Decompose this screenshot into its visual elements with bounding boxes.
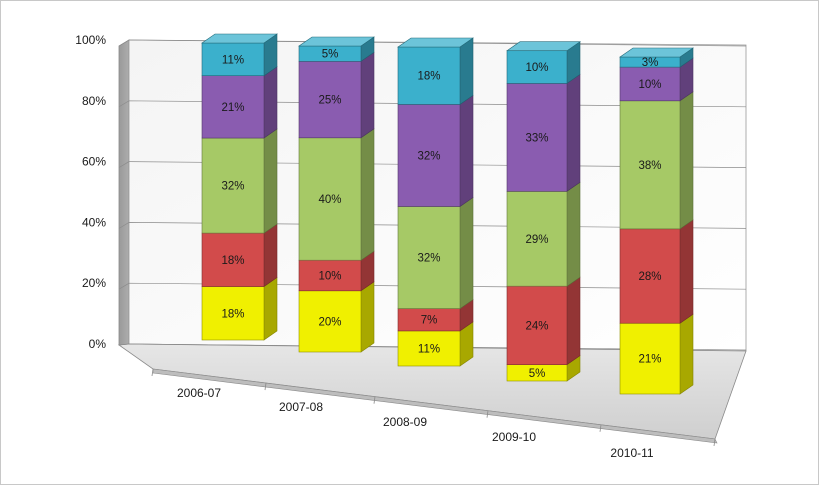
bar-segment: 20% <box>298 281 375 353</box>
bar-segment: 18% <box>201 223 278 288</box>
bar-value-label: 21% <box>221 102 244 114</box>
y-tick-label: 0% <box>89 337 107 351</box>
bar-segment: 18% <box>397 37 474 105</box>
bar-value-label: 20% <box>318 316 341 328</box>
bar-segment: 25% <box>298 51 375 139</box>
x-tick-mark <box>151 368 154 377</box>
bar-stack: 5% 24% 29% 33% 10% <box>506 41 581 382</box>
bar-segment: 29% <box>506 181 581 287</box>
bar-segment: 38% <box>619 91 694 230</box>
bar-value-label: 24% <box>525 320 548 332</box>
y-tick-label: 80% <box>82 94 106 108</box>
bar-segment: 10% <box>619 57 694 102</box>
bar-segment: 21% <box>201 66 278 139</box>
x-tick-mark <box>373 396 376 404</box>
bar-value-label: 18% <box>221 308 244 320</box>
bar-value-label: 33% <box>525 132 548 144</box>
bar-value-label: 7% <box>421 315 438 327</box>
bar-stack: 20% 10% 40% 25% 5% <box>298 36 375 353</box>
bar-segment: 28% <box>619 219 694 324</box>
bar-value-label: 32% <box>221 181 244 193</box>
x-tick-mark <box>486 410 489 418</box>
bar-segment: 32% <box>397 196 474 310</box>
x-tick-label: 2007-08 <box>279 400 323 414</box>
bar-segment: 7% <box>397 299 474 332</box>
bar-value-label: 21% <box>638 354 661 366</box>
bar-segment: 11% <box>397 321 474 367</box>
bar-value-label: 10% <box>318 271 341 283</box>
x-tick-mark <box>713 438 716 447</box>
bar-value-label: 28% <box>638 271 661 283</box>
bar-stack: 11% 7% 32% 32% 18% <box>397 37 474 367</box>
y-axis-ticks: 0% 20% 40% 60% 80% 100% <box>75 33 106 351</box>
bar-value-label: 5% <box>322 49 339 61</box>
bar-value-label: 3% <box>642 57 659 69</box>
x-tick-label: 2008-09 <box>383 415 427 429</box>
bar-segment: 5% <box>506 355 581 382</box>
bar-segment: 3% <box>619 47 694 69</box>
bar-segment: 10% <box>298 250 375 292</box>
bar-segment: 10% <box>506 41 581 84</box>
bar-segment: 21% <box>619 313 694 395</box>
bar-segment: 40% <box>298 128 375 261</box>
bar-value-label: 10% <box>638 79 661 91</box>
bar-value-label: 11% <box>222 54 244 66</box>
bar-segment: 32% <box>397 94 474 208</box>
bar-segment: 18% <box>201 276 278 341</box>
bar-value-label: 29% <box>525 234 548 246</box>
bar-segment: 32% <box>201 128 278 234</box>
bar-stack: 21% 28% 38% 10% 3% <box>619 47 694 395</box>
x-tick-mark <box>599 424 602 432</box>
x-tick-label: 2006-07 <box>177 386 221 400</box>
y-tick-label: 20% <box>82 276 106 290</box>
bar-value-label: 32% <box>417 150 440 162</box>
bar-segment: 5% <box>298 36 375 62</box>
bars: 18% 18% 32% 21% 11% 20% 10% 40% 25% 5% 11% 7% 32% 32%… <box>201 33 694 395</box>
bar-value-label: 18% <box>221 255 244 267</box>
bar-segment: 33% <box>506 73 581 192</box>
bar-value-label: 32% <box>417 253 440 265</box>
x-tick-label: 2010-11 <box>610 446 653 460</box>
bar-value-label: 18% <box>417 71 440 83</box>
bar-value-label: 5% <box>529 368 546 380</box>
x-tick-mark <box>264 383 267 391</box>
y-tick-label: 60% <box>82 155 106 169</box>
x-tick-label: 2009-10 <box>492 430 536 444</box>
bar-value-label: 25% <box>318 95 341 107</box>
x-axis-ticks: 2006-07 2007-08 2008-09 2009-10 2010-11 <box>151 368 716 460</box>
bar-segment: 24% <box>506 276 581 366</box>
bar-value-label: 10% <box>525 62 548 74</box>
bar-stack: 18% 18% 32% 21% 11% <box>201 33 278 341</box>
bar-segment: 11% <box>201 33 278 77</box>
y-tick-label: 40% <box>82 215 106 229</box>
bar-value-label: 38% <box>638 160 661 172</box>
bar-value-label: 11% <box>418 343 440 355</box>
y-tick-label: 100% <box>75 33 106 47</box>
bar-value-label: 40% <box>318 194 341 206</box>
